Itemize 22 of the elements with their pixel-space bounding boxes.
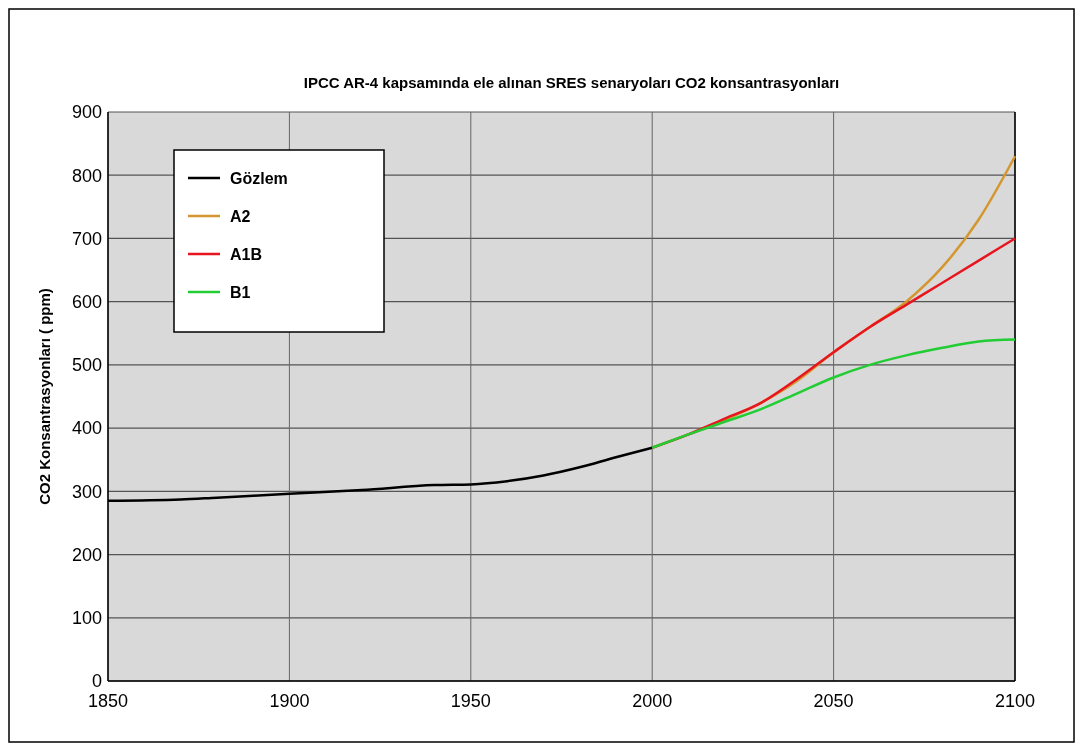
y-tick-label: 400 [71, 418, 102, 439]
chart-title: IPCC AR-4 kapsamında ele alınan SRES senaryoları CO2 konsantrasyonları [303, 74, 840, 91]
legend-label: A2 [230, 207, 251, 225]
y-tick-label: 600 [71, 291, 102, 312]
x-tick-label: 1850 [87, 691, 129, 711]
x-tick-label: 2000 [632, 691, 673, 711]
legend-label: A1B [230, 245, 263, 263]
x-tick-label: 2050 [813, 691, 854, 711]
y-tick-label: 500 [71, 355, 102, 376]
y-tick-label: 300 [71, 481, 102, 502]
x-tick-label: 1900 [269, 691, 310, 711]
legend-label: B1 [230, 283, 251, 301]
x-tick-label: 1950 [450, 691, 491, 711]
y-tick-label: 700 [71, 228, 102, 249]
y-tick-label: 900 [71, 102, 102, 123]
y-tick-label: 200 [71, 544, 102, 565]
y-tick-label: 0 [91, 671, 102, 692]
y-axis-title: CO2 Konsantrasyonları ( ppm) [36, 288, 53, 505]
y-tick-label: 800 [71, 165, 102, 186]
legend-label: Gözlem [230, 169, 288, 187]
x-tick-label: 2100 [994, 691, 1036, 711]
y-tick-label: 100 [71, 608, 102, 629]
